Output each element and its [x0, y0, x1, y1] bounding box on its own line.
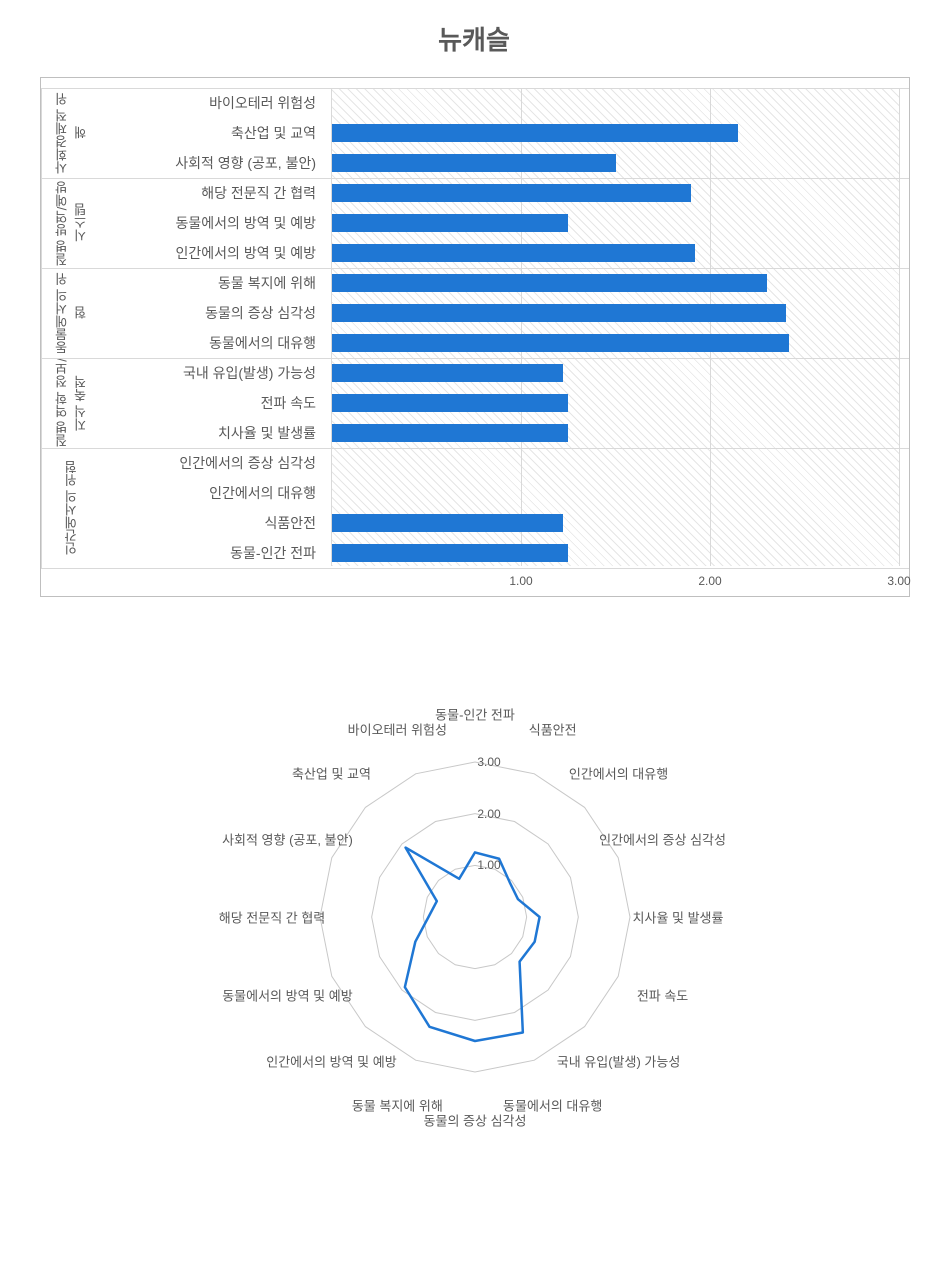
bar-slot: [332, 538, 899, 568]
group-separator: [41, 268, 909, 269]
radar-axis-label: 동물에서의 방역 및 예방: [222, 985, 352, 1004]
group-separator: [41, 448, 909, 449]
group-label: 동물에서의 위험: [41, 268, 101, 358]
bar-label: 동물의 증상 심각성: [101, 298, 326, 328]
bar: [332, 334, 789, 352]
bar-slot: [332, 508, 899, 538]
radar-axis-label: 사회적 영향 (공포, 불안): [222, 830, 353, 849]
radar-axis-label: 축산업 및 교역: [292, 764, 371, 783]
radar-ring-label: 2.00: [477, 807, 500, 821]
x-tick-label: 3.00: [887, 574, 910, 588]
bar-slot: [332, 238, 899, 268]
bar: [332, 154, 616, 172]
bar-slot: [332, 358, 899, 388]
bar: [332, 124, 738, 142]
bar: [332, 424, 568, 442]
bar: [332, 394, 568, 412]
group-label: 인간에서의 위험: [41, 448, 101, 568]
radar-axis-label: 치사율 및 발생률: [633, 908, 724, 927]
bar-slot: [332, 298, 899, 328]
bar: [332, 184, 691, 202]
bar-slot: [332, 88, 899, 118]
bar: [332, 274, 767, 292]
bar: [332, 304, 786, 322]
radar-ring-label: 3.00: [477, 755, 500, 769]
bar-chart-plot: 1.002.003.00: [331, 88, 899, 566]
bar-label: 동물에서의 방역 및 예방: [101, 208, 326, 238]
radar-chart: 1.00 2.00 3.00 동물-인간 전파식품안전인간에서의 대유행인간에서의 증…: [95, 657, 855, 1177]
bar: [332, 514, 563, 532]
group-label: 질병 역학 정보/지식 축적: [41, 358, 101, 448]
radar-axis-label: 인간에서의 방역 및 예방: [266, 1051, 396, 1070]
bar-slot: [332, 418, 899, 448]
radar-axis-label: 바이오테러 위험성: [348, 720, 447, 739]
radar-axis-label: 동물-인간 전파: [435, 705, 515, 724]
radar-axis-label: 해당 전문직 간 협력: [219, 908, 326, 927]
bar-label: 동물 복지에 위해: [101, 268, 326, 298]
bar-slot: [332, 178, 899, 208]
x-gridline: [899, 88, 900, 566]
radar-data-polygon: [405, 848, 540, 1041]
bar-slot: [332, 208, 899, 238]
bar-slot: [332, 478, 899, 508]
bar-label: 해당 전문직 간 협력: [101, 178, 326, 208]
bar-label: 식품안전: [101, 508, 326, 538]
bar-slot: [332, 328, 899, 358]
bar-slot: [332, 388, 899, 418]
radar-svg: [95, 657, 855, 1177]
bar-label: 축산업 및 교역: [101, 118, 326, 148]
radar-ring-label: 1.00: [477, 858, 500, 872]
bar-label: 전파 속도: [101, 388, 326, 418]
radar-ring: [372, 814, 579, 1021]
page: 뉴캐슬 1.002.003.00 바이오테러 위험성축산업 및 교역사회적 영향…: [0, 0, 948, 1197]
bar-label: 인간에서의 방역 및 예방: [101, 238, 326, 268]
bar: [332, 364, 563, 382]
radar-axis-label: 국내 유입(발생) 가능성: [557, 1051, 681, 1070]
group-label: 사회경제적 위해: [41, 88, 101, 178]
radar-axis-label: 동물 복지에 위해: [352, 1095, 443, 1114]
bar: [332, 214, 568, 232]
bar-label: 인간에서의 증상 심각성: [101, 448, 326, 478]
bar-label: 국내 유입(발생) 가능성: [101, 358, 326, 388]
group-separator: [41, 568, 909, 569]
radar-axis-label: 전파 속도: [637, 985, 688, 1004]
radar-ring: [320, 762, 630, 1072]
bar-label: 동물-인간 전파: [101, 538, 326, 568]
bar-label: 인간에서의 대유행: [101, 478, 326, 508]
bar-slot: [332, 268, 899, 298]
group-separator: [41, 358, 909, 359]
bar-label: 바이오테러 위험성: [101, 88, 326, 118]
bar-slot: [332, 448, 899, 478]
x-tick-label: 1.00: [509, 574, 532, 588]
page-title: 뉴캐슬: [40, 20, 908, 57]
bar-label: 사회적 영향 (공포, 불안): [101, 148, 326, 178]
radar-axis-label: 인간에서의 대유행: [569, 764, 668, 783]
bar-chart: 1.002.003.00 바이오테러 위험성축산업 및 교역사회적 영향 (공포…: [40, 77, 910, 597]
group-label: 질병 방역/예방 시스템: [41, 178, 101, 268]
bar: [332, 244, 695, 262]
bar-slot: [332, 118, 899, 148]
bar-slot: [332, 148, 899, 178]
group-separator: [41, 178, 909, 179]
bar-label: 동물에서의 대유행: [101, 328, 326, 358]
bar-label: 치사율 및 발생률: [101, 418, 326, 448]
x-tick-label: 2.00: [698, 574, 721, 588]
radar-axis-label: 인간에서의 증상 심각성: [599, 830, 726, 849]
radar-axis-label: 식품안전: [529, 720, 577, 739]
radar-ring: [423, 865, 526, 968]
bar: [332, 544, 568, 562]
radar-chart-wrap: 1.00 2.00 3.00 동물-인간 전파식품안전인간에서의 대유행인간에서의 증…: [40, 657, 910, 1177]
